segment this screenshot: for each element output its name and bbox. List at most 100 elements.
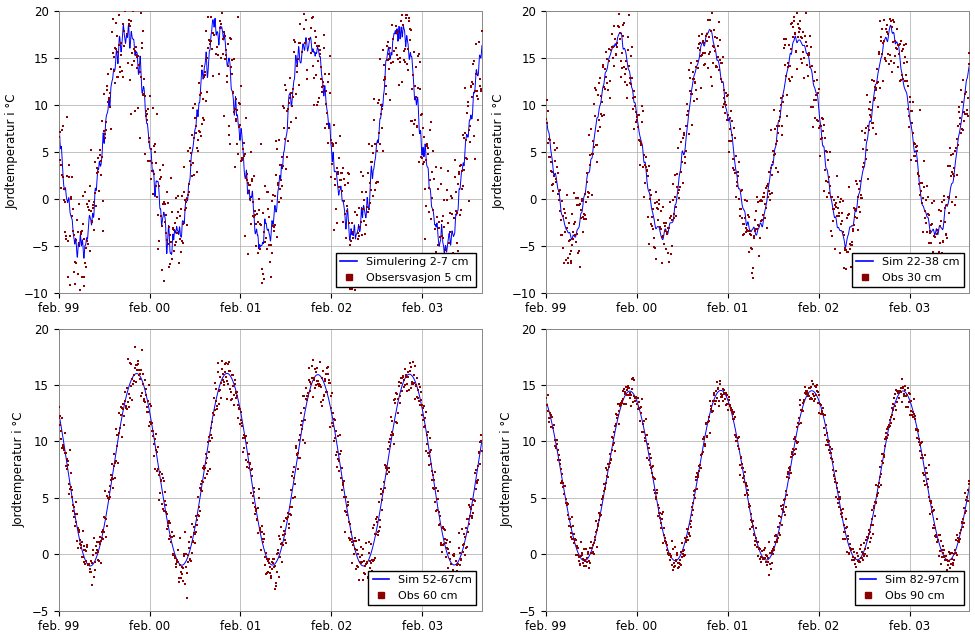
Point bbox=[898, 76, 914, 86]
Point bbox=[85, 580, 100, 590]
Point bbox=[188, 128, 204, 138]
Point bbox=[166, 223, 181, 233]
Point bbox=[347, 543, 363, 553]
Point bbox=[950, 530, 965, 540]
Point bbox=[221, 130, 237, 140]
Point bbox=[139, 402, 155, 412]
Point bbox=[901, 397, 916, 408]
Point bbox=[471, 448, 487, 458]
Point bbox=[223, 33, 239, 43]
Point bbox=[162, 534, 177, 544]
Point bbox=[607, 421, 623, 431]
Point bbox=[444, 559, 459, 569]
Point bbox=[760, 192, 776, 202]
Point bbox=[694, 449, 710, 459]
Point bbox=[733, 452, 749, 462]
Point bbox=[941, 560, 956, 570]
Point bbox=[840, 531, 856, 541]
Point bbox=[420, 149, 436, 159]
Point bbox=[808, 382, 824, 392]
Point bbox=[171, 258, 186, 268]
Point bbox=[880, 431, 896, 441]
Point bbox=[630, 112, 645, 122]
Point bbox=[878, 52, 893, 63]
Point bbox=[928, 252, 944, 263]
Point bbox=[436, 233, 451, 243]
Point bbox=[275, 537, 291, 548]
Point bbox=[408, 114, 423, 125]
Point bbox=[800, 47, 816, 58]
Point bbox=[246, 171, 261, 181]
Point bbox=[587, 98, 603, 109]
Point bbox=[421, 450, 437, 461]
Point bbox=[89, 541, 104, 551]
Point bbox=[882, 13, 898, 24]
Point bbox=[813, 134, 829, 144]
Point bbox=[84, 215, 99, 226]
Point bbox=[833, 247, 848, 258]
Point bbox=[819, 435, 835, 445]
Point bbox=[327, 436, 342, 446]
Point bbox=[936, 551, 952, 562]
Point bbox=[773, 500, 789, 511]
Point bbox=[417, 183, 433, 194]
Point bbox=[283, 117, 298, 127]
Point bbox=[726, 408, 742, 418]
Point bbox=[635, 426, 650, 436]
Point bbox=[951, 107, 966, 117]
Point bbox=[758, 557, 773, 567]
Point bbox=[68, 295, 84, 305]
Point bbox=[400, 378, 415, 389]
Point bbox=[213, 19, 228, 29]
Point bbox=[287, 492, 302, 502]
Point bbox=[93, 150, 108, 160]
Point bbox=[700, 417, 716, 427]
Point bbox=[838, 534, 853, 544]
Point bbox=[886, 393, 902, 403]
Point bbox=[334, 485, 350, 495]
Point bbox=[139, 407, 155, 417]
Point bbox=[786, 443, 801, 454]
Point bbox=[249, 504, 264, 514]
Point bbox=[744, 243, 760, 253]
Point bbox=[665, 180, 681, 190]
Point bbox=[770, 167, 786, 177]
Point bbox=[817, 165, 833, 175]
Point bbox=[383, 95, 399, 105]
Point bbox=[770, 522, 786, 532]
Point bbox=[343, 534, 359, 544]
Point bbox=[615, 394, 631, 404]
Point bbox=[173, 560, 188, 570]
Point bbox=[800, 389, 816, 399]
Point bbox=[132, 365, 147, 375]
Point bbox=[218, 372, 234, 382]
Point bbox=[625, 373, 641, 383]
Point bbox=[427, 224, 443, 235]
Point bbox=[592, 115, 607, 125]
Point bbox=[394, 15, 410, 26]
Point bbox=[760, 557, 776, 567]
Point bbox=[62, 484, 78, 495]
Point bbox=[104, 27, 120, 37]
Point bbox=[196, 72, 212, 82]
Point bbox=[351, 231, 367, 241]
Point bbox=[216, 367, 232, 377]
Point bbox=[278, 134, 293, 144]
Point bbox=[820, 440, 836, 450]
Point bbox=[281, 104, 296, 114]
Point bbox=[685, 505, 701, 515]
Point bbox=[274, 521, 290, 532]
Point bbox=[717, 389, 732, 399]
Point bbox=[224, 87, 240, 97]
Point bbox=[369, 512, 384, 523]
Point bbox=[680, 111, 695, 121]
Point bbox=[562, 236, 577, 247]
Point bbox=[457, 550, 473, 560]
Point bbox=[765, 157, 781, 167]
Point bbox=[338, 233, 354, 243]
Point bbox=[395, 373, 410, 383]
Point bbox=[916, 470, 932, 481]
Point bbox=[822, 442, 838, 452]
Point bbox=[190, 134, 206, 144]
Point bbox=[384, 0, 400, 4]
